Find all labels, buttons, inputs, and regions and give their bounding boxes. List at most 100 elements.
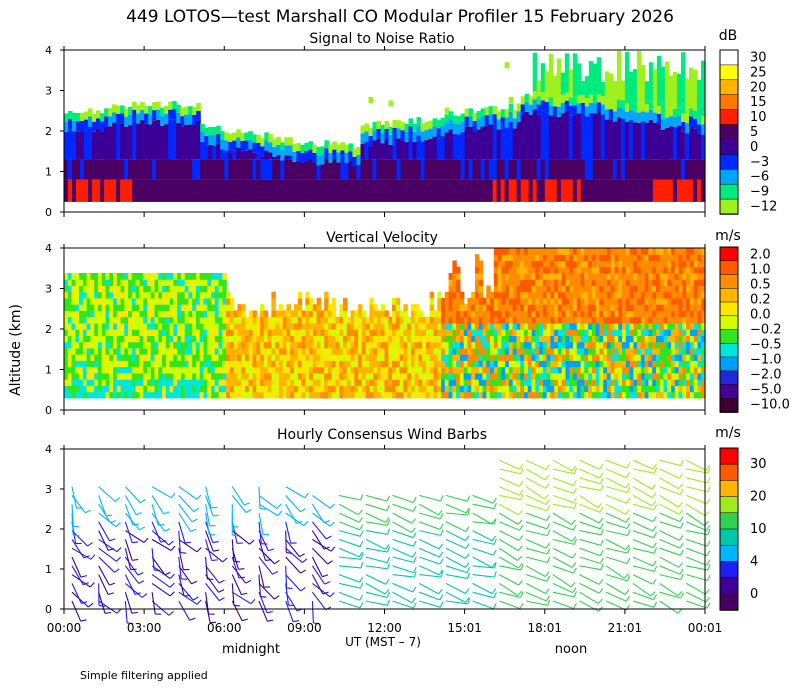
vv-cell xyxy=(177,297,182,305)
vv-cell xyxy=(482,360,487,368)
vv-cell xyxy=(327,316,333,324)
vv-cell xyxy=(267,385,272,393)
vv-cell xyxy=(339,341,344,349)
vv-cell xyxy=(603,335,608,343)
wind-barb xyxy=(445,530,466,542)
vv-cell xyxy=(177,273,182,280)
vv-cell xyxy=(407,329,412,336)
vv-cell xyxy=(109,291,114,299)
snr-cell xyxy=(348,179,353,202)
vv-cell xyxy=(610,366,616,374)
vv-cell xyxy=(471,372,476,380)
wind-barb-feather xyxy=(707,486,711,493)
snr-cell xyxy=(108,108,113,117)
vv-cell xyxy=(309,335,314,343)
wind-barb xyxy=(419,494,441,502)
vv-cell xyxy=(237,354,242,361)
vv-cell xyxy=(667,273,672,280)
vv-cell xyxy=(542,372,548,380)
snr-cell xyxy=(620,118,626,160)
wind-barb xyxy=(98,547,117,562)
wind-barb xyxy=(419,591,440,601)
snr-cell xyxy=(628,179,634,202)
vv-cell xyxy=(256,366,261,374)
vv-cell xyxy=(158,372,163,380)
snr-cell xyxy=(444,114,450,123)
wind-barb-feather xyxy=(83,582,89,586)
vv-cell xyxy=(493,372,499,380)
snr-cell xyxy=(136,179,141,202)
vv-cell xyxy=(252,335,257,343)
snr-cell xyxy=(108,179,113,202)
wind-barb xyxy=(552,521,574,531)
vv-cell xyxy=(588,379,593,386)
vv-cell xyxy=(576,254,582,261)
vv-cell xyxy=(226,366,231,374)
vv-cell xyxy=(448,291,453,299)
snr-cell xyxy=(568,159,574,180)
vv-cell xyxy=(418,366,423,374)
vv-cell xyxy=(539,360,544,368)
vv-cell xyxy=(196,335,201,343)
vv-cell xyxy=(531,329,536,336)
vv-cell xyxy=(531,372,536,380)
vv-cell xyxy=(165,341,171,349)
wind-barb-feather xyxy=(678,562,684,568)
vv-cell xyxy=(229,385,235,393)
y-tick-label: 4 xyxy=(45,443,52,456)
vv-cell xyxy=(188,372,193,380)
wind-barb xyxy=(499,512,519,525)
vv-cell xyxy=(471,310,476,318)
snr-cell xyxy=(96,128,101,160)
vv-cell xyxy=(177,322,182,330)
vv-cell xyxy=(674,304,680,311)
vv-cell xyxy=(595,322,601,330)
wind-barb-feather xyxy=(324,581,331,585)
vv-cell xyxy=(218,291,223,299)
vv-cell xyxy=(252,385,257,393)
vv-cell xyxy=(535,385,540,393)
vv-cell xyxy=(573,347,578,355)
vv-cell xyxy=(116,285,122,293)
vv-cell xyxy=(508,385,514,393)
vv-cell xyxy=(407,372,412,380)
snr-cell xyxy=(296,143,301,152)
wind-barb-feather xyxy=(360,494,364,501)
snr-cell xyxy=(356,146,362,155)
vv-cell xyxy=(433,385,438,393)
vv-cell xyxy=(644,310,650,318)
vv-cell xyxy=(531,260,536,268)
wind-barb xyxy=(579,459,600,470)
vv-cell xyxy=(143,285,148,293)
vv-cell xyxy=(361,329,367,336)
vv-cell xyxy=(618,279,623,286)
vv-cell xyxy=(508,366,514,374)
vv-cell xyxy=(625,341,631,349)
vv-cell xyxy=(444,391,450,399)
snr-cell xyxy=(316,155,321,166)
vv-cell xyxy=(622,372,627,380)
vv-cell xyxy=(192,279,197,286)
snr-cell xyxy=(592,95,598,104)
vv-cell xyxy=(573,385,578,393)
snr-cell xyxy=(244,150,249,160)
wind-barb xyxy=(685,512,705,527)
vv-cell xyxy=(629,254,634,261)
snr-cell xyxy=(580,113,586,160)
vv-cell xyxy=(158,379,163,386)
vv-cell xyxy=(241,341,246,349)
snr-cell xyxy=(104,108,109,117)
vv-cell xyxy=(369,310,374,318)
vv-cell xyxy=(324,372,329,380)
wind-barb-feather xyxy=(386,556,391,563)
snr-cell xyxy=(480,179,486,202)
wind-barb xyxy=(659,574,682,581)
snr-cell xyxy=(432,126,438,137)
vv-cell xyxy=(637,304,642,311)
vv-cell xyxy=(467,304,472,311)
wind-barb xyxy=(418,582,439,595)
vv-cell xyxy=(203,329,208,336)
wind-barb-feather xyxy=(114,497,121,502)
snr-cell xyxy=(196,121,201,160)
wind-barb-feather xyxy=(104,611,112,614)
